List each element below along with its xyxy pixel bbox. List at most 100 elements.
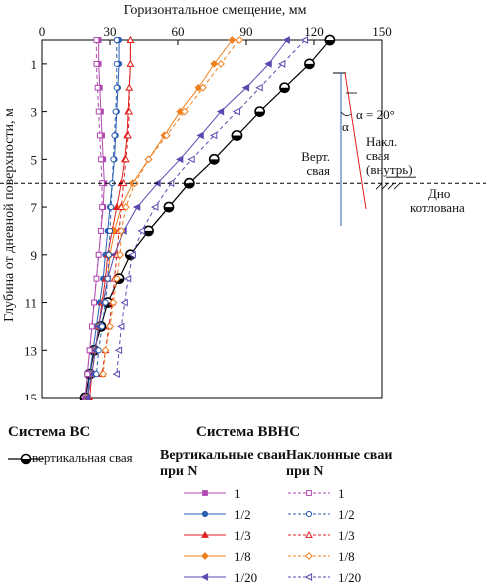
data-point — [113, 36, 120, 44]
y-tick-label: 15 — [24, 391, 37, 400]
data-point — [93, 37, 100, 43]
series-line — [102, 39, 240, 375]
data-point — [108, 203, 115, 211]
data-point — [255, 83, 263, 92]
data-point — [125, 107, 134, 115]
series-layer — [79, 34, 336, 400]
data-point-fill — [164, 207, 174, 212]
data-point-fill — [143, 230, 154, 236]
legend-label: 1 — [234, 486, 241, 501]
legend-label: 1/2 — [234, 507, 251, 522]
angle-arc — [340, 111, 352, 116]
excavation-bottom-label: Дно — [428, 186, 450, 201]
legend-title-bbhc: Система ВВНС — [196, 424, 301, 440]
annotation-layer: α = 20°αВерт.сваяНакл.свая(внутрь)Днокот… — [0, 72, 486, 226]
data-point — [98, 323, 106, 330]
legend-item — [182, 528, 228, 542]
legend-label: 1/3 — [234, 528, 251, 543]
legend-item — [182, 507, 228, 521]
data-point — [109, 298, 118, 307]
data-point — [110, 156, 117, 163]
y-tick-label: 3 — [31, 105, 38, 120]
legend-marker — [184, 490, 226, 496]
data-point — [241, 83, 250, 92]
data-point — [102, 299, 109, 306]
data-point — [210, 59, 219, 68]
data-point — [122, 155, 130, 163]
data-point — [114, 346, 123, 355]
data-point — [126, 59, 135, 67]
legend-marker — [288, 530, 330, 538]
ground-hatch — [375, 182, 383, 190]
x-tick-label: 60 — [172, 24, 185, 39]
legend-marker — [288, 490, 330, 496]
data-point — [95, 108, 102, 115]
excavation-bottom-label: котлована — [410, 200, 465, 215]
data-point — [201, 510, 209, 518]
data-point-fill — [279, 87, 290, 93]
legend-marker — [288, 510, 330, 518]
legend-item — [286, 528, 332, 542]
data-point-fill — [325, 40, 335, 45]
y-tick-label: 9 — [31, 248, 38, 263]
data-point — [91, 299, 98, 306]
data-point — [117, 227, 126, 235]
data-point — [106, 322, 114, 331]
data-point — [209, 131, 218, 140]
legend-title-bc: Система ВС — [8, 424, 91, 440]
data-point — [300, 36, 309, 44]
data-point — [282, 36, 290, 44]
series-line — [86, 39, 288, 399]
legend-item — [182, 486, 228, 500]
data-point — [83, 394, 91, 400]
chart: Горизонтальное смещение, мм Глубина от д… — [0, 3, 486, 400]
legend-item — [286, 570, 332, 584]
data-point — [120, 298, 128, 307]
plot-frame — [41, 39, 383, 399]
legend-item — [286, 486, 332, 500]
legend-marker — [184, 510, 226, 518]
legend-marker — [288, 552, 330, 560]
data-point — [137, 227, 145, 235]
series-line — [116, 39, 306, 375]
data-point — [121, 203, 130, 211]
data-point — [128, 250, 136, 259]
data-point — [95, 251, 102, 258]
legend-label: 1/20 — [338, 570, 362, 585]
inclined-pile-label: (внутрь) — [366, 162, 413, 177]
legend-item — [182, 549, 228, 563]
data-point — [106, 227, 114, 235]
data-point — [162, 131, 171, 140]
inclined-pile-label: Накл. — [366, 134, 397, 149]
data-point — [175, 155, 184, 164]
legend-label: 1/8 — [338, 549, 355, 564]
data-point — [132, 203, 141, 211]
legend-item — [286, 507, 332, 521]
x-tick-label: 150 — [372, 24, 392, 39]
legend-head-vertical: Вертикальные сваи при N — [160, 448, 286, 479]
vertical-pile-label: Верт. — [301, 149, 330, 164]
data-point — [306, 490, 312, 496]
ground-hatch — [381, 182, 389, 190]
data-point — [187, 155, 195, 164]
x-tick-label: 90 — [240, 24, 253, 39]
data-point — [94, 84, 101, 91]
legend: Система ВС Система ВВНС вертикальная сва… — [0, 400, 486, 585]
data-point — [84, 371, 91, 378]
legend-item — [182, 570, 228, 584]
ground-hatch — [387, 182, 395, 190]
legend-marker — [184, 573, 226, 581]
legend-label: 1/3 — [338, 528, 355, 543]
data-point — [86, 347, 93, 354]
data-point — [144, 155, 153, 164]
x-axis-title: Горизонтальное смещение, мм — [124, 3, 307, 18]
data-point — [99, 204, 105, 210]
data-point — [305, 510, 313, 518]
series-line — [84, 40, 105, 399]
data-point — [305, 552, 313, 560]
data-point — [117, 322, 125, 331]
data-point — [101, 346, 110, 355]
data-point — [126, 35, 135, 43]
data-point — [112, 274, 121, 283]
